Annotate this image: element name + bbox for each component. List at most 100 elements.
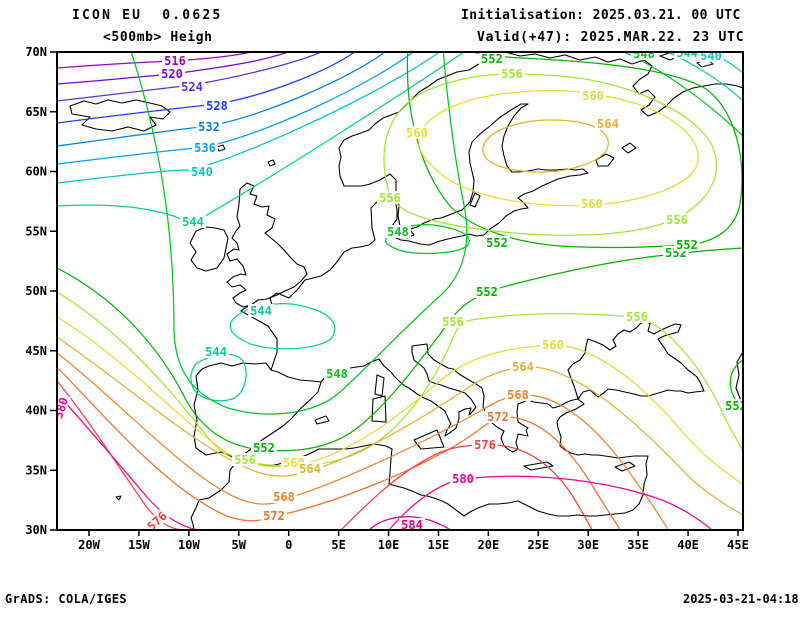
contour-label-group: 580 xyxy=(450,472,476,486)
contour-label-group: 556 xyxy=(232,453,258,467)
coastline xyxy=(469,192,481,208)
contour-label-group: 544 xyxy=(180,215,206,229)
contour-line-580 xyxy=(388,475,713,530)
map-frame xyxy=(56,51,744,531)
contour-label: 584 xyxy=(401,518,423,532)
contour-label-mask xyxy=(579,197,605,210)
contour-label: 556 xyxy=(626,310,648,324)
map-inner-layer: 5165205245285325365405405445445445445485… xyxy=(57,46,747,532)
contour-label: 540 xyxy=(700,49,722,63)
contour-label: 568 xyxy=(273,490,295,504)
contour-label-mask xyxy=(450,472,476,485)
contour-label: 544 xyxy=(205,345,227,359)
contour-label-group: 516 xyxy=(162,54,188,68)
contour-label-mask xyxy=(674,238,700,251)
coastline xyxy=(193,362,322,459)
field-title: <500mb> Heigh xyxy=(103,30,213,45)
contour-label-mask xyxy=(540,338,566,351)
lat-tick-label: 40N xyxy=(25,404,47,418)
contour-line-552 xyxy=(406,52,743,249)
contour-label-group: 536 xyxy=(192,141,218,155)
contour-label-mask xyxy=(664,213,690,226)
contour-label-mask xyxy=(472,438,498,451)
contour-label-group: 552 xyxy=(484,236,510,250)
contour-label-mask xyxy=(377,191,403,204)
contour-label-group: 564 xyxy=(595,117,621,131)
contour-label-group: 540 xyxy=(698,49,724,63)
contour-label-group: 552 xyxy=(251,441,277,455)
contour-label: 556 xyxy=(442,315,464,329)
contour-label: 548 xyxy=(633,47,655,61)
contour-label-group: 544 xyxy=(203,345,229,359)
contour-label-mask xyxy=(189,165,215,178)
contour-label-group: 560 xyxy=(579,197,605,211)
contour-label-group: 548 xyxy=(324,367,350,381)
contour-label-mask xyxy=(203,345,229,358)
contour-label-group: 564 xyxy=(297,462,323,476)
contour-line-544 xyxy=(57,52,466,225)
lon-tick-label: 5E xyxy=(331,538,345,552)
lon-tick-label: 5W xyxy=(232,538,247,552)
contour-label-group: 568 xyxy=(271,490,297,504)
contour-label: 544 xyxy=(676,46,698,60)
lon-tick-label: 15E xyxy=(428,538,450,552)
contour-label-mask xyxy=(162,54,188,67)
contour-label-mask xyxy=(232,453,258,466)
contour-line-544 xyxy=(229,302,336,350)
contour-label-mask xyxy=(324,367,350,380)
coastline xyxy=(189,226,229,272)
contour-label: 532 xyxy=(198,120,220,134)
contour-label-group: 560 xyxy=(540,338,566,352)
contour-label-group: 576 xyxy=(472,438,498,452)
contour-label: 560 xyxy=(406,126,428,140)
contour-label: 552 xyxy=(676,238,698,252)
contour-layer xyxy=(57,52,743,530)
contour-label: 564 xyxy=(597,117,619,131)
contour-label-mask xyxy=(142,507,171,530)
contour-label-group: 528 xyxy=(204,99,230,113)
contour-line-540 xyxy=(708,52,743,74)
coastline xyxy=(735,351,743,405)
lon-tick-label: 40E xyxy=(677,538,699,552)
contour-line-540 xyxy=(57,52,441,184)
lon-tick-label: 10E xyxy=(378,538,400,552)
contour-label-mask xyxy=(297,462,323,475)
contour-label-mask xyxy=(261,509,287,522)
contour-line-552 xyxy=(57,247,743,452)
contour-label: 524 xyxy=(181,80,203,94)
contour-label-mask xyxy=(196,120,222,133)
lon-tick-label: 45E xyxy=(727,538,749,552)
contour-line-576 xyxy=(57,380,183,530)
contour-label: 556 xyxy=(501,67,523,81)
coastline xyxy=(267,159,276,167)
contour-label-mask xyxy=(624,310,650,323)
lat-tick-label: 70N xyxy=(25,45,47,59)
init-time: Initialisation: 2025.03.21. 00 UTC xyxy=(461,8,741,23)
contour-label: 572 xyxy=(487,410,509,424)
contour-label: 548 xyxy=(387,225,409,239)
lon-tick-label: 20W xyxy=(78,538,100,552)
coastline xyxy=(595,153,615,167)
lon-tick-label: 15W xyxy=(128,538,150,552)
contour-label: 552 xyxy=(725,399,747,413)
contour-label-mask xyxy=(57,393,71,423)
contour-label-group: 552 xyxy=(723,399,747,413)
contour-label-layer: 5165205245285325365405405445445445445485… xyxy=(57,46,747,532)
contour-label-group: 524 xyxy=(179,80,205,94)
contour-line-556 xyxy=(383,73,718,236)
contour-line-556 xyxy=(57,291,743,467)
contour-label-group: 520 xyxy=(159,67,185,81)
contour-label: 552 xyxy=(253,441,275,455)
contour-line-572 xyxy=(57,366,621,530)
contour-label-group: 568 xyxy=(505,388,531,402)
contour-label-mask xyxy=(204,99,230,112)
contour-label: 564 xyxy=(512,360,534,374)
contour-label: 572 xyxy=(263,509,285,523)
contour-label: 516 xyxy=(164,54,186,68)
contour-line-548 xyxy=(622,52,743,137)
contour-label: 556 xyxy=(379,191,401,205)
contour-label-group: 564 xyxy=(510,360,536,374)
contour-label-mask xyxy=(723,399,743,412)
contour-line-560 xyxy=(57,316,743,486)
contour-label: 552 xyxy=(481,52,503,66)
